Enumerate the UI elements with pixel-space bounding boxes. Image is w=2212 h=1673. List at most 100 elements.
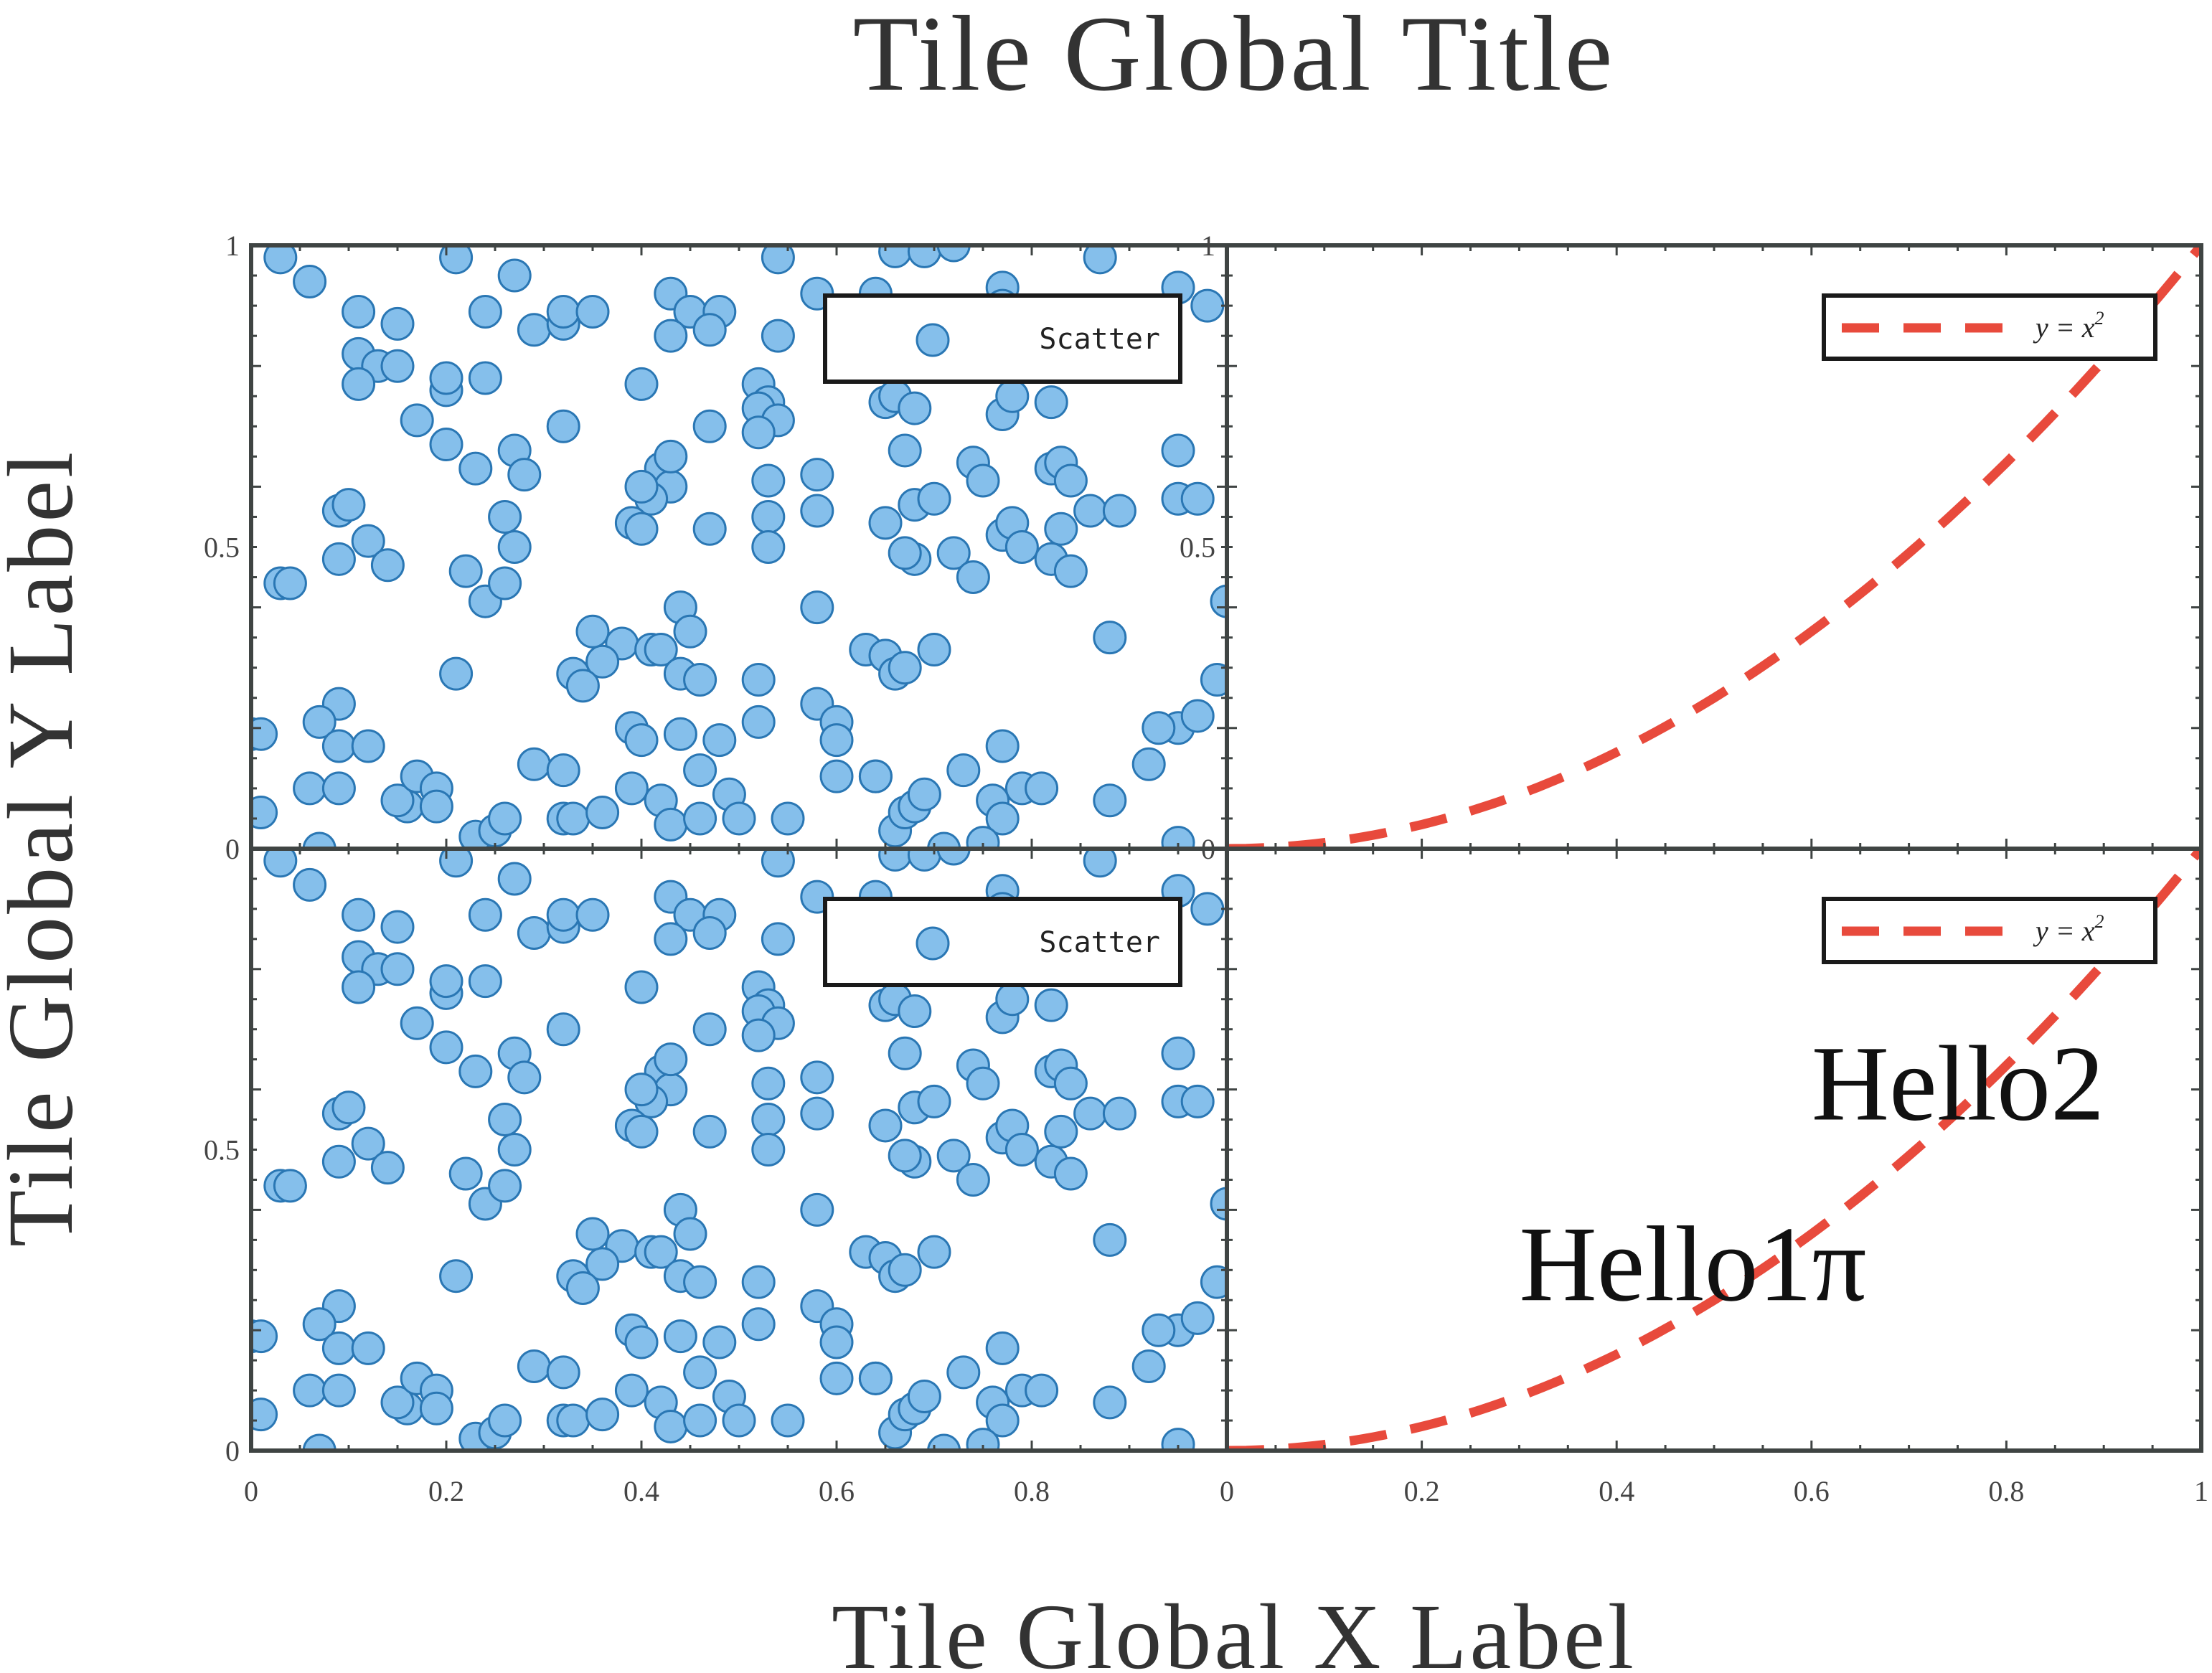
scatter-point [878,245,913,268]
scatter-point [321,1331,356,1365]
scatter-point [741,704,776,739]
scatter-point [251,1398,278,1432]
scatter-point [1102,494,1136,528]
scatter-point [488,1403,522,1438]
annotation-text: Hello1π [1519,1205,1866,1324]
y-tick-label: 1 [225,230,240,262]
scatter-point [575,295,610,329]
scatter-point [985,1331,1020,1365]
scatter-point [1004,1133,1039,1167]
scatter-point [293,264,327,298]
scatter-point [507,458,542,492]
scatter-point [1210,584,1227,618]
scatter-point [488,1169,522,1203]
scatter-point [692,512,727,546]
scatter-point [400,403,434,438]
scatter-point [624,367,659,401]
x-tick-label: 0.4 [623,1475,659,1507]
scatter-point [1093,621,1127,655]
data-layer [1227,245,2201,849]
scatter-point [585,644,620,679]
x-tick-label: 0.8 [1988,1475,2024,1507]
scatter-point [556,1403,590,1438]
scatter-point [624,469,659,504]
scatter-point [497,530,532,564]
scatter-point [251,796,278,830]
scatter-point [800,494,834,528]
y-tick-label: 0 [225,1435,240,1467]
scatter-point [556,801,590,836]
scatter-point [331,488,366,522]
scatter-point [468,964,502,999]
legend-label: Scatter [1039,323,1160,356]
scatter-point [342,295,376,329]
scatter-point [898,994,932,1029]
scatter-point [654,319,688,353]
panels: 0 0.5 1 Scatter 0 0.5 1 y = x2 0 0.5 0 0.2 0.4 0.6 0.8… [204,230,2208,1507]
scatter-point [741,1307,776,1342]
scatter-point [546,753,580,788]
x-tick-label: 0 [244,1475,258,1507]
scatter-point [654,1409,688,1443]
scatter-point [819,723,854,758]
scatter-point [419,1391,453,1425]
scatter-point [1180,699,1215,733]
scatter-point [439,656,474,691]
scatter-point [575,897,610,932]
scatter-point [351,524,385,558]
scatter-point [751,463,786,498]
scatter-point [692,313,727,347]
scatter-point [702,723,737,758]
y-tick-label: 1 [1201,230,1215,262]
scatter-point [1142,711,1176,745]
scatter-point [321,771,356,806]
scatter-point [448,554,483,588]
scatter-point [927,831,961,849]
scatter-point [741,415,776,450]
scatter-point [1142,1313,1176,1347]
scatter-point [468,897,502,932]
scatter-point [956,1162,990,1197]
scatter-point [1180,1301,1215,1335]
scatter-point [575,1217,610,1251]
scatter-point [917,632,951,666]
scatter-point [419,789,453,824]
scatter-point [575,614,610,649]
scatter-point [585,796,620,830]
scatter-point [722,1403,756,1438]
scatter-point [331,1090,366,1125]
scatter-point [985,1403,1020,1438]
figure-xlabel: Tile Global X Label [832,1585,1637,1673]
scatter-point [751,1103,786,1137]
scatter-point [1200,1265,1227,1299]
scatter-point [302,1307,336,1342]
scatter-point [293,1373,327,1408]
scatter-point [917,481,951,516]
scatter-point [751,1066,786,1101]
panel-top-right: 00.51y = x2 [1180,230,2203,865]
curve-line [1227,849,2201,1451]
scatter-point [683,753,717,788]
scatter-point [1083,245,1117,275]
scatter-point [497,862,532,896]
scatter-point [1180,481,1215,516]
scatter-point [380,910,415,944]
scatter-point [868,1108,903,1143]
scatter-point [936,849,971,866]
scatter-point [751,499,786,534]
scatter-point [1044,1114,1078,1149]
scatter-point [293,771,327,806]
scatter-point [458,1054,493,1088]
scatter-point [517,313,551,347]
scatter-point [351,1331,385,1365]
scatter-point [654,439,688,473]
curve-line [1227,245,2201,849]
scatter-point [966,1428,1000,1451]
scatter-point [351,1126,385,1161]
scatter-point [1073,1096,1108,1131]
scatter-point [888,1139,922,1173]
scatter-point [888,536,922,570]
scatter-point [966,463,1000,498]
scatter-point [800,1096,834,1131]
scatter-point [692,409,727,443]
